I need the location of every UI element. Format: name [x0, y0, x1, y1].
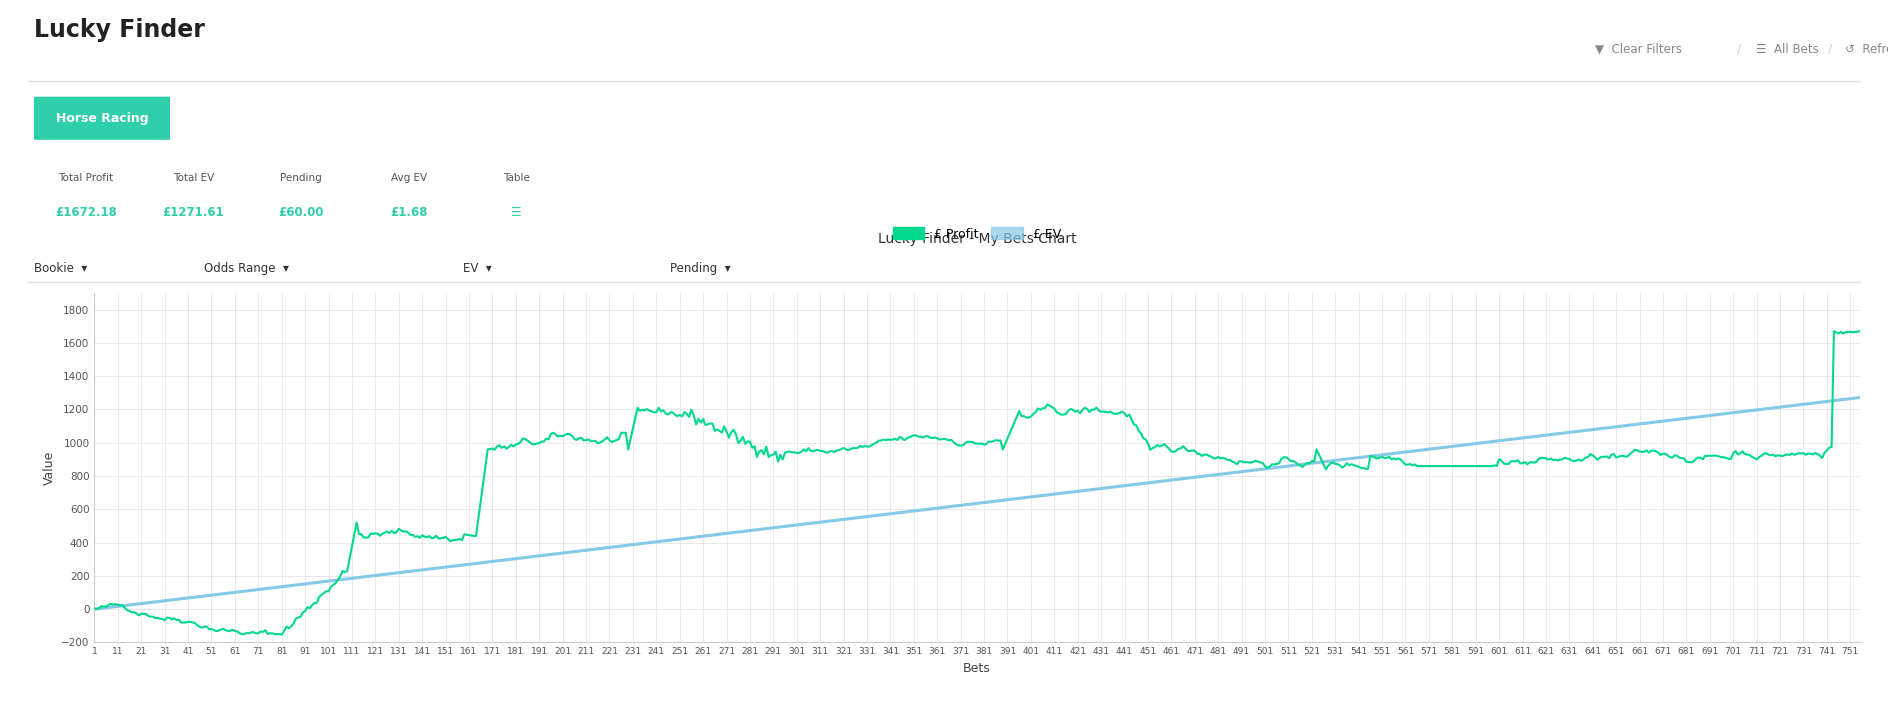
X-axis label: Bets: Bets: [963, 662, 991, 675]
Text: Bookie  ▾: Bookie ▾: [34, 262, 87, 275]
Text: EV  ▾: EV ▾: [463, 262, 491, 275]
Text: ▼  Clear Filters: ▼ Clear Filters: [1595, 43, 1682, 56]
Text: £1271.61: £1271.61: [162, 205, 225, 219]
Text: ☰: ☰: [512, 205, 521, 219]
Legend: £ Profit, £ EV: £ Profit, £ EV: [887, 222, 1067, 246]
Text: Pending: Pending: [279, 173, 323, 183]
Text: /: /: [1828, 43, 1831, 56]
FancyBboxPatch shape: [30, 97, 174, 140]
Text: Avg EV: Avg EV: [391, 173, 427, 183]
Title: Lucky Finder - My Bets Chart: Lucky Finder - My Bets Chart: [878, 232, 1076, 246]
Text: Horse Racing: Horse Racing: [55, 112, 149, 125]
Text: Table: Table: [502, 173, 531, 183]
Text: ↺  Refresh: ↺ Refresh: [1845, 43, 1888, 56]
Text: Lucky Finder: Lucky Finder: [34, 18, 206, 42]
Y-axis label: Value: Value: [43, 450, 55, 485]
Text: Total EV: Total EV: [174, 173, 213, 183]
Text: £60.00: £60.00: [278, 205, 325, 219]
Text: £1672.18: £1672.18: [55, 205, 117, 219]
Text: Odds Range  ▾: Odds Range ▾: [204, 262, 289, 275]
Text: ☰  All Bets: ☰ All Bets: [1756, 43, 1818, 56]
Text: Total Profit: Total Profit: [59, 173, 113, 183]
Text: £1.68: £1.68: [391, 205, 427, 219]
Text: Pending  ▾: Pending ▾: [670, 262, 731, 275]
Text: /: /: [1737, 43, 1741, 56]
